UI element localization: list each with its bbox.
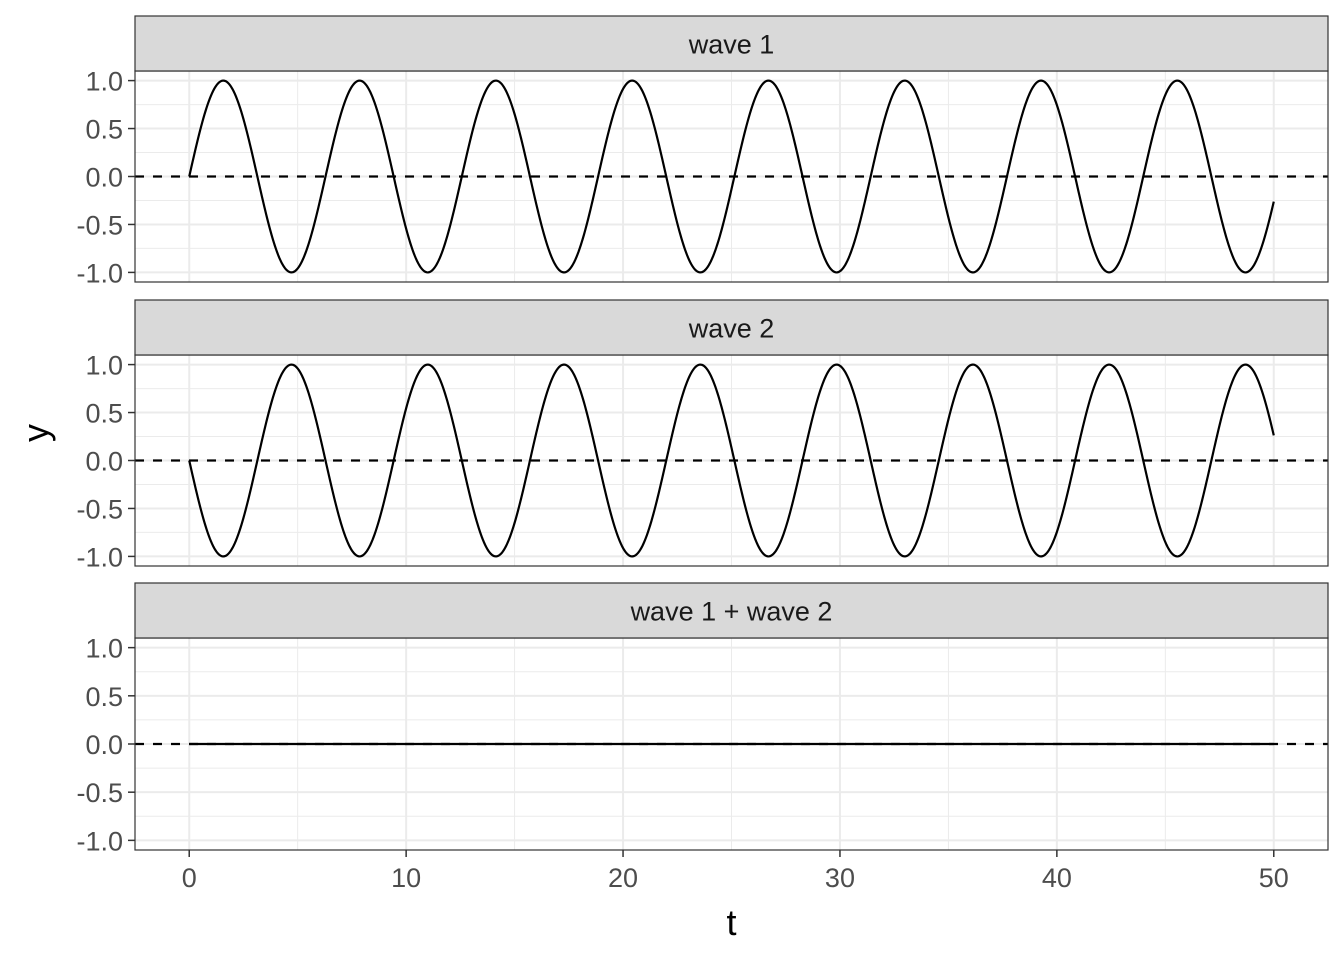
y-tick-label: -0.5 xyxy=(76,210,123,240)
y-tick-label: 0.5 xyxy=(85,682,123,712)
series-line xyxy=(188,79,1275,274)
y-tick-label: -1.0 xyxy=(76,258,123,288)
x-tick-label: 50 xyxy=(1259,863,1289,893)
y-tick-label: 0.0 xyxy=(85,730,123,760)
y-tick-label: 1.0 xyxy=(85,634,123,664)
facet-strip xyxy=(134,15,1329,72)
facet-strip xyxy=(134,299,1329,356)
facet-strip-label: wave 1 xyxy=(688,30,775,60)
facet-panel-1: wave 1 -1.0 -0.5 0.0 0.5 1.0 xyxy=(76,15,1329,288)
y-tick-label: -0.5 xyxy=(76,494,123,524)
y-tick-label: 1.0 xyxy=(85,351,123,381)
facet-strip-label: wave 1 + wave 2 xyxy=(630,597,833,627)
x-tick-label: 40 xyxy=(1042,863,1072,893)
x-axis-title: t xyxy=(726,902,736,943)
y-tick-label: -0.5 xyxy=(76,778,123,808)
y-tick-label: 0.5 xyxy=(85,115,123,145)
facet-strip xyxy=(134,582,1329,639)
x-tick-label: 0 xyxy=(182,863,197,893)
facet-strip-label: wave 2 xyxy=(688,314,775,344)
y-tick-label: -1.0 xyxy=(76,826,123,856)
x-tick-label: 10 xyxy=(391,863,421,893)
series-line xyxy=(188,363,1275,558)
facet-panel-3: wave 1 + wave 2 -1.0 -0.5 0.0 0.5 1.0 0 10 20 30 4… xyxy=(76,582,1329,893)
x-tick-label: 20 xyxy=(608,863,638,893)
y-tick-label: 0.0 xyxy=(85,163,123,193)
y-tick-label: -1.0 xyxy=(76,542,123,572)
y-tick-label: 1.0 xyxy=(85,67,123,97)
y-tick-label: 0.5 xyxy=(85,399,123,429)
facet-panel-2: wave 2 -1.0 -0.5 0.0 0.5 1.0 xyxy=(76,299,1329,572)
x-tick-label: 30 xyxy=(825,863,855,893)
y-tick-label: 0.0 xyxy=(85,447,123,477)
y-axis-title: y xyxy=(15,424,56,442)
